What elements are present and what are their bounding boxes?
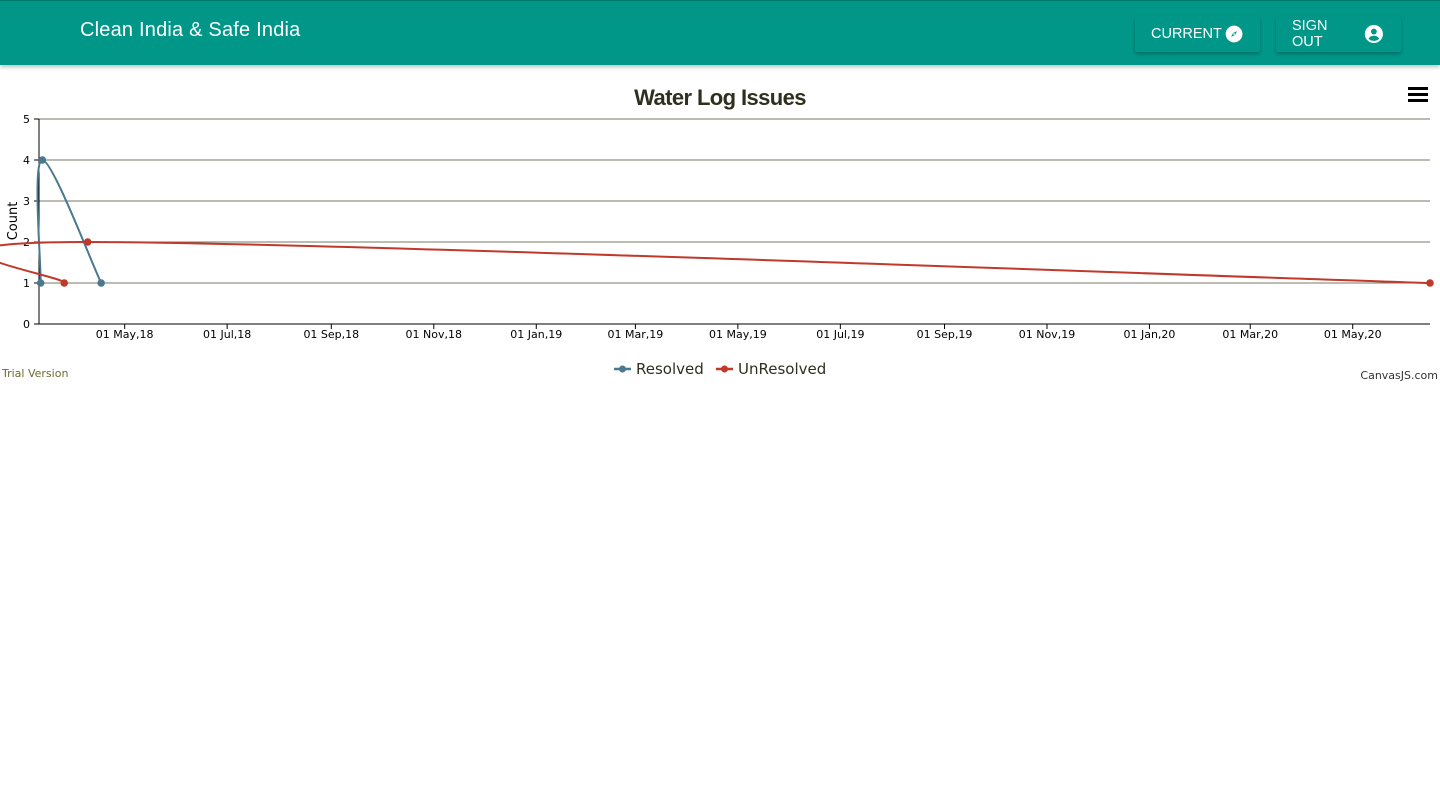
x-tick-label: 01 Jan,20 [1123,328,1175,341]
series-resolved [36,156,105,287]
data-point-resolved[interactable] [97,279,105,287]
x-tick-label: 01 May,20 [1324,328,1382,341]
x-tick-label: 01 Nov,19 [1019,328,1075,341]
x-tick-label: 01 May,18 [96,328,154,341]
series-line-resolved [36,158,103,284]
account-circle-icon [1365,24,1384,44]
x-tick-label: 01 Sep,18 [303,328,359,341]
compass-icon [1225,25,1243,43]
data-point-unresolved[interactable] [60,279,68,287]
current-button[interactable]: CURRENT [1135,16,1260,52]
legend-dot-unresolved [721,365,728,373]
series-line-unresolved [0,240,1431,284]
x-tick-label: 01 Mar,19 [608,328,664,341]
x-ticks: 01 May,18 01 Jul,18 01 Sep,18 01 Nov,18 01 J… [96,324,1382,341]
app-title: Clean India & Safe India [80,19,301,41]
grid-lines [39,118,1430,284]
data-point-resolved[interactable] [38,156,47,164]
chart-title: Water Log Issues [634,85,806,110]
x-tick-label: 01 Jul,19 [816,328,864,341]
current-label: CURRENT [1151,26,1222,42]
legend-item-unresolved[interactable]: UnResolved [716,360,826,378]
y-tick-label: 1 [23,277,30,290]
sign-out-label: SIGN OUT [1292,18,1328,50]
data-point-unresolved[interactable] [1426,279,1434,287]
y-tick-label: 3 [23,195,30,208]
legend-label-resolved: Resolved [636,360,704,378]
axes [38,119,1430,325]
data-point-resolved[interactable] [36,279,45,287]
x-tick-label: 01 Nov,18 [406,328,462,341]
trial-watermark: Trial Version [1,367,68,380]
data-point-unresolved[interactable] [83,238,92,246]
series [0,156,1434,287]
canvasjs-credit: CanvasJS.com [1360,369,1438,382]
legend-item-resolved[interactable]: Resolved [614,360,704,378]
x-tick-label: 01 May,19 [709,328,767,341]
series-unresolved [0,238,1434,287]
legend-dot-resolved [619,365,626,373]
sign-out-button[interactable]: SIGN OUT [1276,16,1401,52]
y-tick-label: 5 [23,113,30,126]
app-bar: Clean India & Safe India CURRENT SIGN OU… [0,0,1440,65]
y-tick-label: 0 [23,318,30,331]
legend-label-unresolved: UnResolved [738,360,826,378]
x-tick-label: 01 Jul,18 [203,328,251,341]
x-tick-label: 01 Mar,20 [1222,328,1278,341]
x-tick-label: 01 Sep,19 [917,328,973,341]
y-tick-label: 4 [23,154,30,167]
chart-menu-icon[interactable] [1408,87,1428,105]
legend: Resolved UnResolved [614,360,826,378]
y-axis-title: Count [6,202,21,241]
x-tick-label: 01 Jan,19 [510,328,562,341]
